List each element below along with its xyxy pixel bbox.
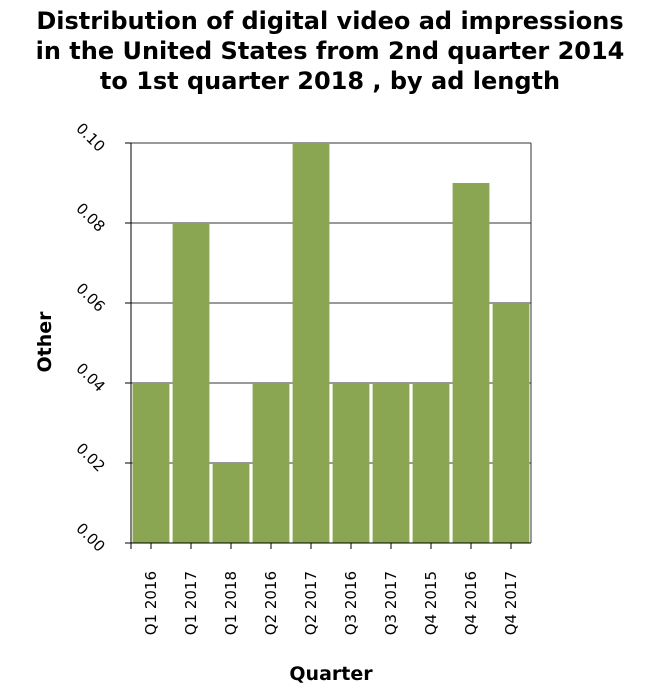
y-tick-label: 0.02 [72, 439, 108, 475]
bar [412, 383, 450, 543]
y-tick-label: 0.06 [72, 279, 108, 315]
bar [132, 383, 170, 543]
bar [252, 383, 290, 543]
y-tick-label: 0.00 [72, 519, 108, 555]
x-tick-label: Q2 2016 [262, 571, 280, 635]
x-tick-labels: Q1 2016 Q1 2017 Q1 2018 Q2 2016 Q2 2017 Q3 20… [142, 571, 520, 635]
x-axis-label: Quarter [289, 663, 373, 685]
bar [172, 223, 210, 543]
x-tick-label: Q1 2017 [182, 571, 200, 635]
bar [292, 143, 330, 543]
bar [332, 383, 370, 543]
x-tick-label: Q1 2016 [142, 571, 160, 635]
bar [452, 183, 490, 543]
axes [125, 142, 531, 549]
bar [212, 463, 250, 543]
y-tick-label: 0.08 [72, 199, 108, 235]
chart-title: Distribution of digital video ad impress… [0, 6, 660, 96]
x-tick-label: Q3 2017 [382, 571, 400, 635]
x-tick-label: Q4 2015 [422, 571, 440, 635]
x-tick-label: Q4 2017 [502, 571, 520, 635]
chart-title-line-2: in the United States from 2nd quarter 20… [35, 37, 625, 65]
y-tick-label: 0.10 [72, 119, 108, 155]
chart-title-line-3: to 1st quarter 2018 , by ad length [99, 67, 561, 95]
y-tick-label: 0.04 [72, 359, 108, 395]
bar [372, 383, 410, 543]
x-tick-label: Q4 2016 [462, 571, 480, 635]
x-tick-label: Q3 2016 [342, 571, 360, 635]
y-axis-label: Other [34, 311, 56, 373]
x-tick-label: Q2 2017 [302, 571, 320, 635]
x-tick-label: Q1 2018 [222, 571, 240, 635]
bar [492, 303, 530, 543]
y-tick-labels: 0.00 0.02 0.04 0.06 0.08 0.10 [72, 119, 108, 555]
chart-title-line-1: Distribution of digital video ad impress… [36, 7, 624, 35]
bars [132, 143, 530, 543]
